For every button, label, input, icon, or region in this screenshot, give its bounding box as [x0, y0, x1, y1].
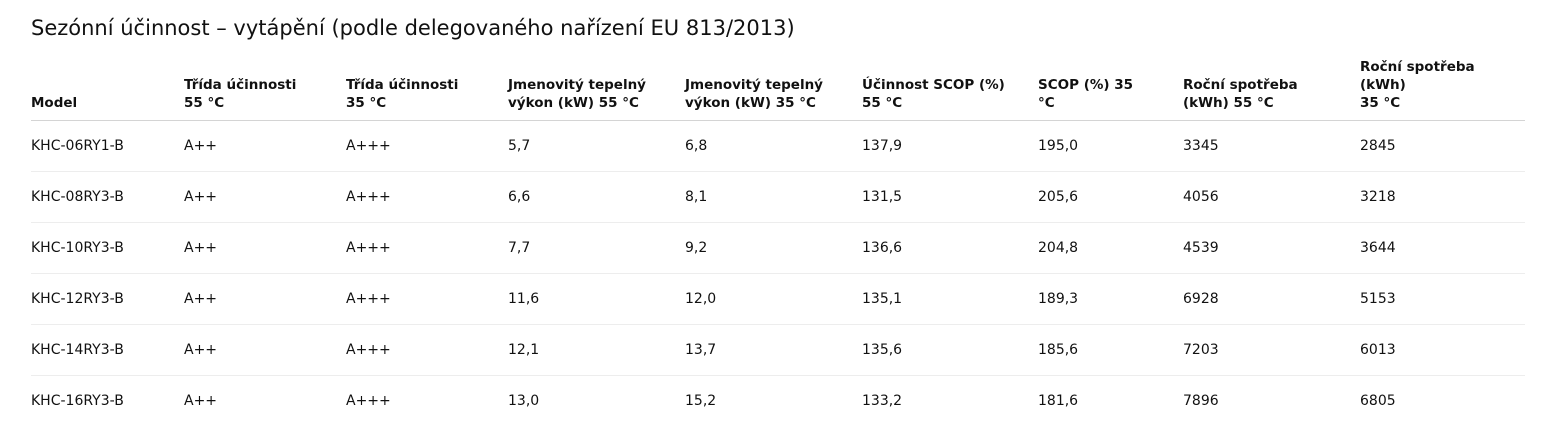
- cell-power-35: 6,8: [685, 121, 862, 172]
- cell-scop-55: 136,6: [862, 223, 1038, 274]
- cell-consumption-35: 6013: [1360, 325, 1525, 376]
- cell-class-35: A+++: [346, 376, 508, 426]
- cell-consumption-55: 4056: [1183, 172, 1360, 223]
- cell-class-55: A++: [184, 376, 346, 426]
- cell-class-35: A+++: [346, 172, 508, 223]
- cell-class-55: A++: [184, 223, 346, 274]
- cell-model: KHC-12RY3-B: [31, 274, 184, 325]
- cell-scop-55: 131,5: [862, 172, 1038, 223]
- cell-scop-55: 137,9: [862, 121, 1038, 172]
- cell-consumption-35: 6805: [1360, 376, 1525, 426]
- table-row: KHC-14RY3-B A++ A+++ 12,1 13,7 135,6 185…: [31, 325, 1525, 376]
- cell-power-55: 5,7: [508, 121, 685, 172]
- header-model: Model: [31, 58, 184, 121]
- page-title: Sezónní účinnost – vytápění (podle deleg…: [31, 16, 795, 40]
- cell-power-55: 6,6: [508, 172, 685, 223]
- cell-class-35: A+++: [346, 274, 508, 325]
- table-row: KHC-12RY3-B A++ A+++ 11,6 12,0 135,1 189…: [31, 274, 1525, 325]
- cell-class-55: A++: [184, 274, 346, 325]
- cell-power-55: 7,7: [508, 223, 685, 274]
- cell-scop-35: 185,6: [1038, 325, 1183, 376]
- cell-consumption-35: 2845: [1360, 121, 1525, 172]
- cell-power-55: 11,6: [508, 274, 685, 325]
- cell-consumption-55: 3345: [1183, 121, 1360, 172]
- cell-model: KHC-14RY3-B: [31, 325, 184, 376]
- header-scop-35: SCOP (%) 35°C: [1038, 58, 1183, 121]
- cell-scop-35: 204,8: [1038, 223, 1183, 274]
- cell-class-35: A+++: [346, 223, 508, 274]
- cell-scop-35: 189,3: [1038, 274, 1183, 325]
- cell-consumption-35: 3644: [1360, 223, 1525, 274]
- header-consumption-35: Roční spotřeba (kWh)35 °C: [1360, 58, 1525, 121]
- cell-power-55: 12,1: [508, 325, 685, 376]
- cell-consumption-35: 5153: [1360, 274, 1525, 325]
- cell-class-55: A++: [184, 325, 346, 376]
- cell-consumption-55: 7203: [1183, 325, 1360, 376]
- cell-scop-55: 133,2: [862, 376, 1038, 426]
- cell-scop-55: 135,1: [862, 274, 1038, 325]
- cell-consumption-55: 6928: [1183, 274, 1360, 325]
- table-row: KHC-08RY3-B A++ A+++ 6,6 8,1 131,5 205,6…: [31, 172, 1525, 223]
- cell-power-35: 12,0: [685, 274, 862, 325]
- table-row: KHC-16RY3-B A++ A+++ 13,0 15,2 133,2 181…: [31, 376, 1525, 426]
- cell-consumption-35: 3218: [1360, 172, 1525, 223]
- cell-class-55: A++: [184, 121, 346, 172]
- cell-power-55: 13,0: [508, 376, 685, 426]
- cell-class-55: A++: [184, 172, 346, 223]
- cell-power-35: 9,2: [685, 223, 862, 274]
- cell-class-35: A+++: [346, 121, 508, 172]
- cell-power-35: 13,7: [685, 325, 862, 376]
- cell-model: KHC-06RY1-B: [31, 121, 184, 172]
- cell-scop-35: 205,6: [1038, 172, 1183, 223]
- table-row: KHC-06RY1-B A++ A+++ 5,7 6,8 137,9 195,0…: [31, 121, 1525, 172]
- cell-model: KHC-16RY3-B: [31, 376, 184, 426]
- header-scop-55: Účinnost SCOP (%)55 °C: [862, 58, 1038, 121]
- cell-scop-55: 135,6: [862, 325, 1038, 376]
- cell-scop-35: 195,0: [1038, 121, 1183, 172]
- cell-class-35: A+++: [346, 325, 508, 376]
- table-row: KHC-10RY3-B A++ A+++ 7,7 9,2 136,6 204,8…: [31, 223, 1525, 274]
- cell-scop-35: 181,6: [1038, 376, 1183, 426]
- cell-power-35: 8,1: [685, 172, 862, 223]
- cell-consumption-55: 7896: [1183, 376, 1360, 426]
- cell-power-35: 15,2: [685, 376, 862, 426]
- header-consumption-55: Roční spotřeba(kWh) 55 °C: [1183, 58, 1360, 121]
- cell-consumption-55: 4539: [1183, 223, 1360, 274]
- cell-model: KHC-10RY3-B: [31, 223, 184, 274]
- cell-model: KHC-08RY3-B: [31, 172, 184, 223]
